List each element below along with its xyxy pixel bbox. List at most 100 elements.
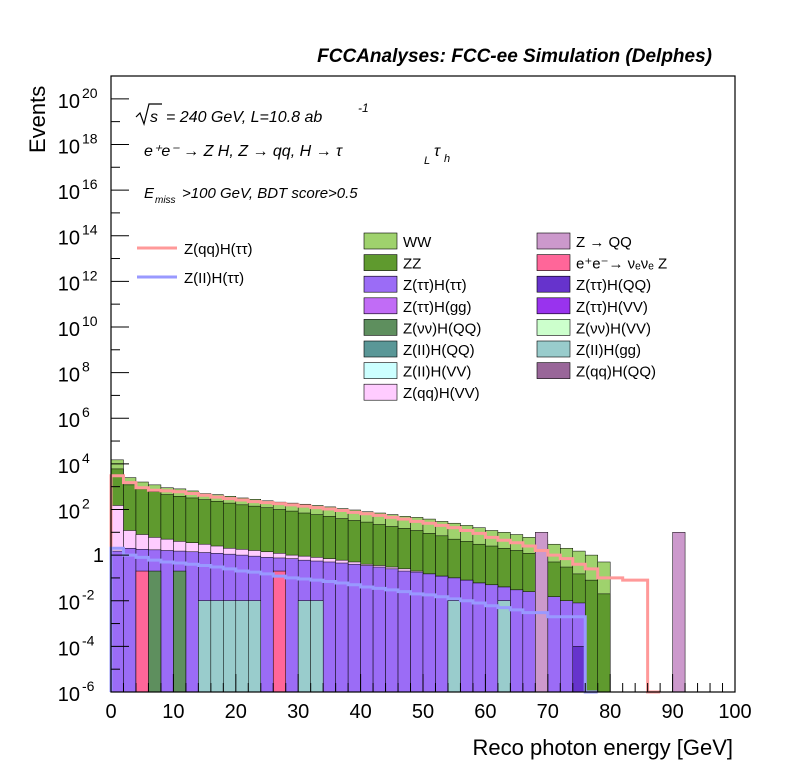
chart-header: FCCAnalyses: FCC-ee Simulation (Delphes): [317, 46, 712, 67]
x-axis-title: Reco photon energy [GeV]: [473, 735, 734, 760]
y-tick-exponent: -6: [82, 678, 95, 694]
spike-bar: [672, 532, 686, 693]
legend-swatch: [536, 340, 571, 358]
legend-label: Z(qq)H(QQ): [576, 364, 656, 381]
ztautau-htautau-bar: [435, 575, 449, 693]
y-tick-exponent: 16: [82, 176, 98, 192]
annotation-energy: s = 240 GeV, L=10.8 ab -1: [135, 101, 369, 127]
zz-bar: [597, 593, 611, 693]
y-tick-exponent: 6: [82, 404, 90, 420]
y-tick-label: 10: [58, 593, 80, 615]
legend: Z(qq)H(ττ) Z(II)H(ττ) WW ZZ Z(ττ)H(ττ) Z(ττ)H…: [137, 232, 667, 402]
x-tick-label: 60: [474, 701, 496, 723]
signal-line: [109, 474, 661, 694]
ztautau-htautau-bar: [160, 550, 174, 693]
legend-swatch: [363, 340, 398, 358]
ztautau-htautau-bar: [185, 551, 199, 693]
legend-label: Z(ττ)H(ττ): [403, 277, 467, 294]
ztautau-htautau-bar: [460, 579, 474, 693]
legend-swatch: [536, 319, 571, 336]
legend-label: Z(ττ)H(VV): [576, 299, 648, 316]
ztautau-htautau-bar: [422, 573, 436, 693]
signal-lines: [109, 474, 661, 694]
y-tick-exponent: 12: [82, 267, 98, 283]
spike-bar: [135, 570, 149, 693]
x-tick-label: 30: [287, 701, 309, 723]
ztautau-htautau-bar: [472, 582, 486, 693]
legend-swatch: [363, 319, 398, 336]
x-tick-label: 0: [105, 701, 116, 723]
ztautau-htautau-bar: [560, 600, 574, 693]
process-tau2: τ: [434, 143, 441, 160]
process-sub2: h: [444, 153, 450, 165]
y-tick-label: 10: [58, 365, 80, 387]
cut-sub: miss: [155, 195, 176, 206]
y-tick-exponent: 10: [82, 313, 98, 329]
y-tick-exponent: -4: [82, 632, 95, 648]
process-sub1: L: [424, 155, 430, 167]
y-tick-label: 10: [58, 410, 80, 432]
y-axis-title: Events: [25, 86, 50, 153]
ztautau-htautau-bar: [260, 557, 274, 693]
legend-label: WW: [403, 234, 432, 251]
y-tick-label: 10: [58, 638, 80, 660]
x-tick-label: 10: [162, 701, 184, 723]
x-tick-label: 20: [225, 701, 247, 723]
y-tick-exponent: 2: [82, 495, 90, 511]
process-text: e⁺e⁻ → Z H, Z → qq, H → τ: [144, 143, 343, 160]
x-tick-label: 70: [537, 701, 559, 723]
ztautau-htautau-bar: [410, 571, 424, 693]
y-tick-label: 10: [58, 501, 80, 523]
legend-line-label: Z(qq)H(ττ): [184, 241, 253, 258]
y-tick-label: 10: [58, 319, 80, 341]
zz-bar: [584, 579, 598, 693]
y-tick-exponent: 20: [82, 85, 98, 101]
legend-swatch: [363, 232, 398, 250]
y-tick-label: 10: [58, 684, 80, 706]
spike-bar: [198, 600, 212, 693]
legend-label: ZZ: [403, 256, 421, 273]
cut-rest: >100 GeV, BDT score>0.5: [182, 185, 358, 202]
legend-label: e⁺e⁻→ νₑνₑ Z: [576, 256, 667, 273]
spike-bar: [235, 600, 249, 693]
x-tick-label: 90: [661, 701, 683, 723]
ztautau-htautau-bar: [110, 550, 124, 693]
y-tick-exponent: 14: [82, 222, 98, 238]
signal-line: [109, 546, 598, 694]
y-tick-exponent: 8: [82, 359, 90, 375]
legend-swatch: [536, 275, 571, 293]
legend-label: Z(ττ)H(gg): [403, 299, 472, 316]
energy-lumi: = 240 GeV, L=10.8 ab: [166, 109, 322, 126]
ztautau-htautau-bar: [485, 584, 499, 693]
y-tick-exponent: 4: [82, 450, 90, 466]
legend-swatch: [363, 275, 398, 293]
legend-label: Z(qq)H(VV): [403, 385, 480, 402]
spike-bar: [210, 600, 224, 693]
spike-bar: [310, 600, 324, 693]
legend-label: Z(νν)H(VV): [576, 320, 651, 337]
annotation-process: e⁺e⁻ → Z H, Z → qq, H → τ L τ h: [144, 143, 450, 167]
ztautau-htautau-bar: [385, 568, 399, 693]
y-tick-label: 10: [58, 91, 80, 113]
cut-e: E: [144, 185, 155, 202]
x-tick-label: 80: [599, 701, 621, 723]
y-tick-label: 10: [58, 182, 80, 204]
legend-swatch: [363, 383, 398, 401]
spike-bar: [272, 570, 286, 693]
legend-swatch: [536, 254, 571, 271]
spike-bar: [447, 600, 461, 693]
legend-label: Z → QQ: [576, 234, 632, 251]
legend-label: Z(II)H(QQ): [403, 342, 475, 359]
spike-bar: [223, 600, 237, 693]
legend-label: Z(νν)H(QQ): [403, 320, 481, 337]
legend-label: Z(II)H(VV): [403, 364, 471, 381]
spike-bar: [572, 646, 586, 693]
legend-label: Z(ττ)H(QQ): [576, 277, 651, 294]
y-tick-exponent: 18: [82, 130, 98, 146]
ztautau-htautau-bar: [397, 570, 411, 693]
x-tick-label: 50: [412, 701, 434, 723]
y-tick-label: 1: [93, 545, 104, 567]
legend-swatch: [363, 297, 398, 315]
